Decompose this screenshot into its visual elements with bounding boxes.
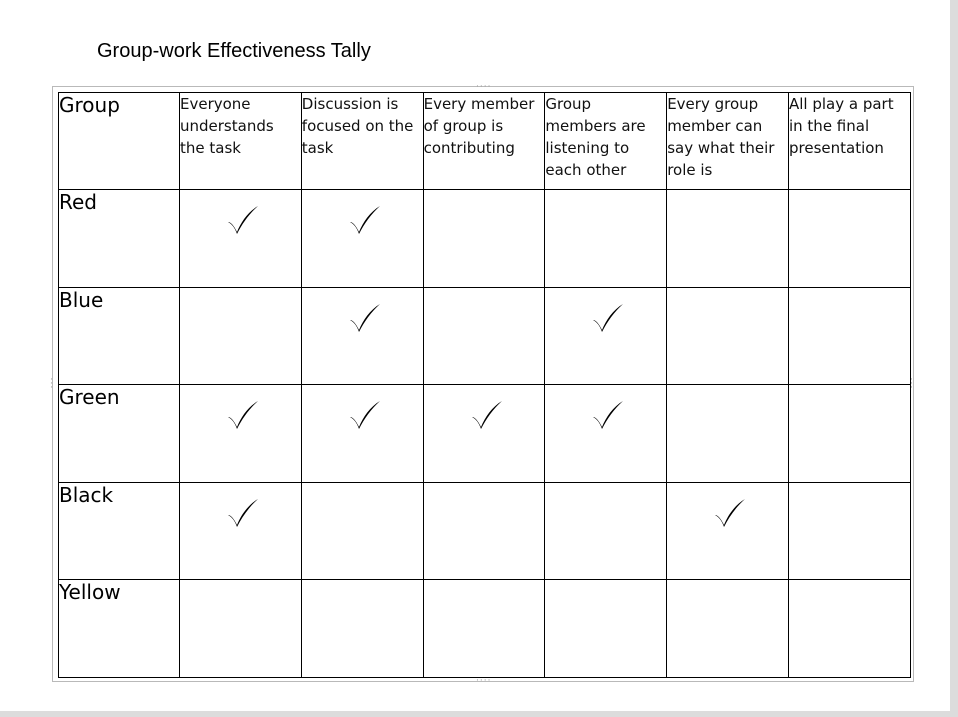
tally-cell[interactable]: [179, 286, 302, 385]
tally-cell[interactable]: [544, 189, 668, 288]
checkmark-icon: [715, 498, 746, 527]
tally-cell[interactable]: [179, 189, 302, 288]
criterion-header[interactable]: Group members are listening to each othe…: [544, 92, 668, 190]
tally-cell[interactable]: [422, 481, 546, 580]
group-name-cell[interactable]: Red: [58, 189, 180, 288]
tally-table: Group Everyone understands the task Disc…: [58, 92, 911, 678]
table-row: Yellow: [58, 579, 911, 678]
checkmark-icon: [593, 401, 624, 429]
table-selection-frame: [52, 86, 914, 682]
criterion-header[interactable]: Every group member can say what their ro…: [666, 92, 789, 190]
table-row: Red: [58, 189, 911, 288]
page-title: Group-work Effectiveness Tally: [97, 40, 371, 62]
tally-cell[interactable]: [300, 189, 424, 288]
tally-cell[interactable]: [300, 384, 424, 483]
group-name-cell[interactable]: Black: [58, 481, 180, 580]
checkmark-icon: [349, 401, 380, 429]
tally-cell[interactable]: [544, 286, 668, 385]
checkmark-icon: [349, 303, 380, 332]
group-name-cell[interactable]: Yellow: [58, 579, 180, 678]
tally-cell[interactable]: [544, 481, 668, 580]
tally-cell[interactable]: [787, 286, 911, 385]
criterion-header[interactable]: Every member of group is contributing: [422, 92, 546, 190]
table-row: Green: [58, 384, 911, 483]
resize-handle-top[interactable]: ····: [476, 82, 492, 92]
table-row: Blue: [58, 286, 911, 385]
tally-cell[interactable]: [787, 384, 911, 483]
tally-cell[interactable]: [179, 579, 302, 678]
group-name-cell[interactable]: Green: [58, 384, 180, 483]
tally-cell[interactable]: [666, 189, 789, 288]
tally-cell[interactable]: [422, 189, 546, 288]
tally-cell[interactable]: [787, 579, 911, 678]
tally-cell[interactable]: [300, 286, 424, 385]
header-row: Group Everyone understands the task Disc…: [58, 92, 911, 190]
resize-handle-bottom[interactable]: ····: [476, 676, 492, 686]
tally-cell[interactable]: [787, 481, 911, 580]
tally-cell[interactable]: [179, 384, 302, 483]
group-name-cell[interactable]: Blue: [58, 286, 180, 385]
page-edge-right: [950, 0, 958, 717]
tally-cell[interactable]: [666, 286, 789, 385]
group-column-header[interactable]: Group: [58, 92, 180, 190]
tally-cell[interactable]: [422, 286, 546, 385]
tally-cell[interactable]: [666, 579, 789, 678]
tally-cell[interactable]: [544, 579, 668, 678]
tally-cell[interactable]: [666, 384, 789, 483]
tally-cell[interactable]: [422, 579, 546, 678]
tally-cell[interactable]: [666, 481, 789, 580]
tally-cell[interactable]: [787, 189, 911, 288]
table-row: Black: [58, 481, 911, 580]
checkmark-icon: [228, 401, 258, 429]
criterion-header[interactable]: Everyone understands the task: [179, 92, 302, 190]
checkmark-icon: [593, 303, 624, 332]
tally-cell[interactable]: [179, 481, 302, 580]
checkmark-icon: [228, 206, 258, 234]
tally-body: Red Blue Green Black Yellow: [58, 189, 911, 678]
checkmark-icon: [471, 401, 502, 429]
tally-cell[interactable]: [300, 579, 424, 678]
tally-cell[interactable]: [544, 384, 668, 483]
page-edge-bottom: [0, 711, 958, 717]
tally-cell[interactable]: [422, 384, 546, 483]
resize-handle-left[interactable]: · · ·: [50, 375, 54, 393]
checkmark-icon: [349, 206, 380, 234]
tally-cell[interactable]: [300, 481, 424, 580]
criterion-header[interactable]: Discussion is focused on the task: [300, 92, 424, 190]
resize-handle-right[interactable]: · · ·: [910, 375, 914, 393]
checkmark-icon: [228, 498, 258, 527]
criterion-header[interactable]: All play a part in the final presentatio…: [787, 92, 911, 190]
